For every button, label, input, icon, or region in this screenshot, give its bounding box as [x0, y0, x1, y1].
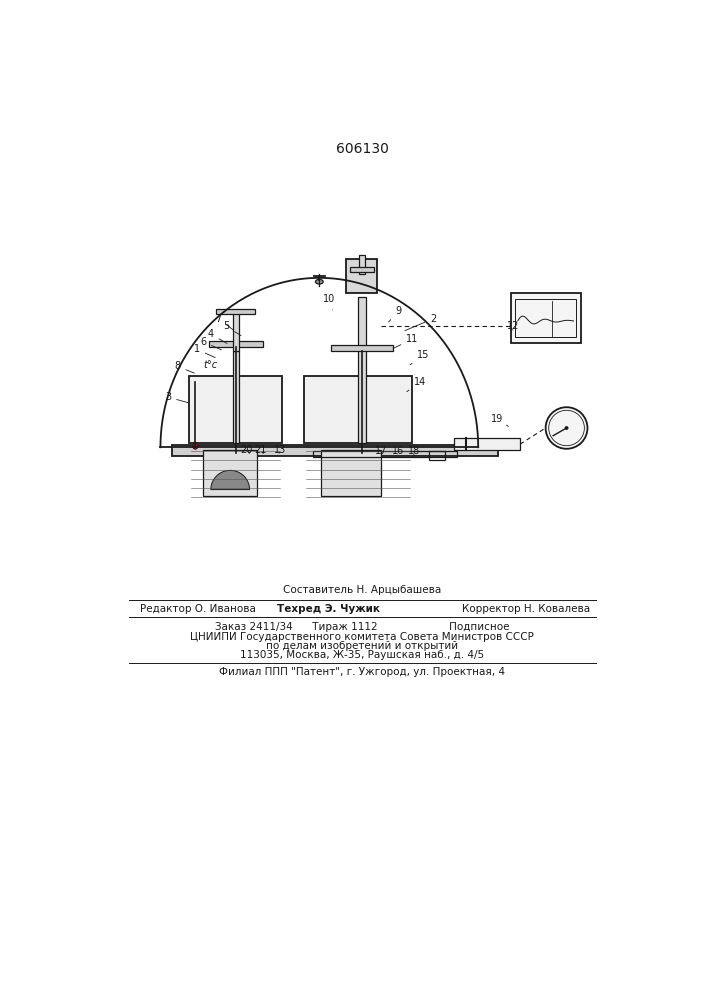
Text: Заказ 2411/34      Тираж 1112                      Подписное: Заказ 2411/34 Тираж 1112 Подписное: [215, 622, 509, 632]
Polygon shape: [211, 470, 250, 490]
Text: 6: 6: [200, 337, 221, 350]
Bar: [313, 451, 457, 457]
Text: 12: 12: [507, 321, 519, 331]
Text: 19: 19: [491, 414, 508, 426]
Text: 15: 15: [410, 350, 429, 365]
Text: ЦНИИПИ Государственного комитета Совета Министров СССР: ЦНИИПИ Государственного комитета Совета …: [190, 632, 534, 642]
Bar: [454, 438, 520, 450]
Text: 9: 9: [389, 306, 402, 322]
Text: 2: 2: [405, 314, 436, 331]
Ellipse shape: [192, 442, 198, 449]
Bar: [331, 345, 393, 351]
Bar: [216, 309, 255, 314]
Bar: [304, 376, 412, 443]
Text: Техред Э. Чужик: Техред Э. Чужик: [277, 604, 380, 614]
Bar: [346, 259, 378, 293]
Bar: [515, 299, 575, 337]
Bar: [510, 293, 580, 343]
Text: 4: 4: [208, 329, 227, 343]
Text: 16: 16: [392, 446, 404, 456]
Text: 17: 17: [375, 446, 387, 456]
Text: 11: 11: [393, 334, 419, 348]
Text: 14: 14: [407, 377, 426, 392]
Bar: [172, 445, 498, 456]
Text: 1: 1: [194, 344, 215, 358]
Text: Составитель Н. Арцыбашева: Составитель Н. Арцыбашева: [283, 585, 441, 595]
Ellipse shape: [315, 279, 323, 284]
Text: Редактор О. Иванова: Редактор О. Иванова: [141, 604, 257, 614]
Bar: [429, 451, 445, 460]
Text: 20: 20: [240, 445, 252, 455]
Text: 18: 18: [408, 446, 420, 456]
Bar: [189, 376, 282, 443]
Bar: [203, 450, 257, 496]
Bar: [209, 341, 263, 347]
Text: t°c: t°c: [203, 360, 217, 370]
Bar: [351, 267, 373, 272]
Circle shape: [546, 407, 588, 449]
Bar: [359, 255, 365, 274]
Text: Корректор Н. Ковалева: Корректор Н. Ковалева: [462, 604, 590, 614]
Bar: [321, 450, 381, 496]
Bar: [358, 297, 366, 443]
Text: 8: 8: [175, 361, 194, 373]
Text: 21: 21: [255, 445, 267, 455]
Text: 10: 10: [322, 294, 334, 310]
Text: Филиал ППП "Патент", г. Ужгород, ул. Проектная, 4: Филиал ППП "Патент", г. Ужгород, ул. Про…: [219, 667, 505, 677]
Bar: [233, 312, 239, 351]
Text: 606130: 606130: [336, 142, 388, 156]
Text: 7: 7: [216, 314, 233, 330]
Circle shape: [565, 426, 568, 430]
Text: 3: 3: [165, 392, 188, 403]
Bar: [233, 351, 239, 443]
Text: 113035, Москва, Ж-35, Раушская наб., д. 4/5: 113035, Москва, Ж-35, Раушская наб., д. …: [240, 650, 484, 660]
Text: 13: 13: [274, 445, 287, 455]
Text: 5: 5: [223, 321, 241, 336]
Text: по делам изобретений и открытий: по делам изобретений и открытий: [266, 641, 458, 651]
